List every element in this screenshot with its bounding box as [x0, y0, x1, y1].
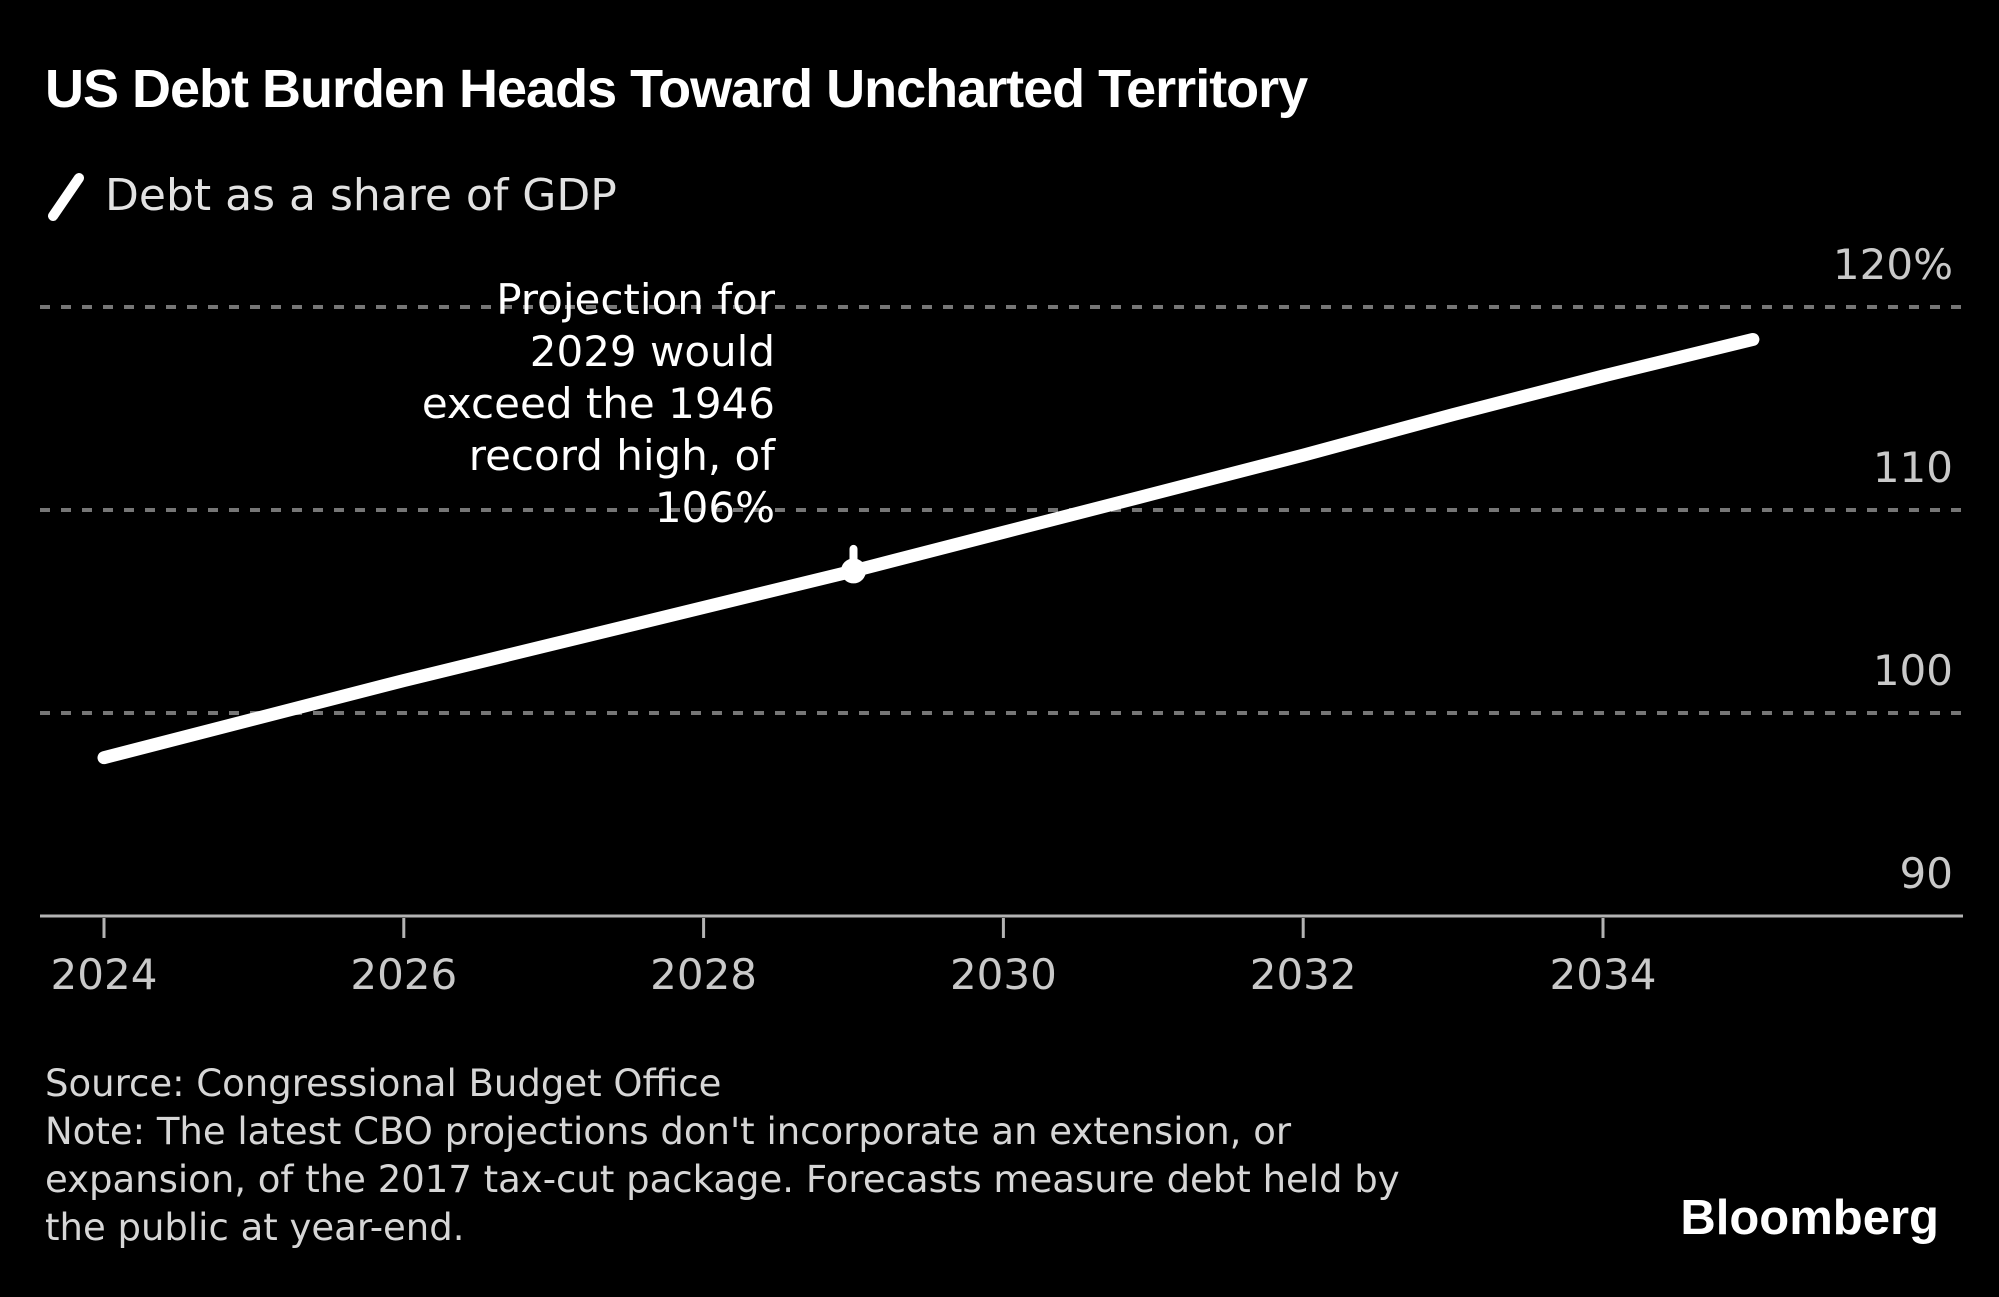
line-series-swatch-icon — [48, 173, 84, 221]
y-tick-label: 100 — [1872, 646, 1953, 695]
highlight-marker — [841, 558, 866, 584]
source-note: Source: Congressional Budget Office — [45, 1062, 722, 1105]
x-tick-label: 2026 — [350, 950, 458, 999]
annotation-2029-record: Projection for 2029 would exceed the 194… — [421, 275, 775, 532]
x-tick-label: 2032 — [1249, 950, 1357, 999]
x-tick-label: 2034 — [1549, 950, 1657, 999]
y-tick-label: 90 — [1899, 849, 1953, 898]
chart-title: US Debt Burden Heads Toward Uncharted Te… — [45, 59, 1308, 119]
x-tick-label: 2028 — [650, 950, 758, 999]
y-tick-label: 120% — [1832, 240, 1953, 289]
footer: Source: Congressional Budget Office Note… — [45, 1060, 1400, 1252]
methodology-note: Note: The latest CBO projections don't i… — [45, 1110, 1400, 1249]
legend-label: Debt as a share of GDP — [105, 170, 617, 221]
y-tick-label: 110 — [1872, 443, 1953, 492]
x-tick-label: 2030 — [949, 950, 1057, 999]
legend: Debt as a share of GDP — [45, 168, 617, 224]
debt-share-line — [97, 332, 1760, 765]
bloomberg-logo: Bloomberg — [1680, 1191, 1939, 1245]
x-tick-label: 2024 — [50, 950, 158, 999]
